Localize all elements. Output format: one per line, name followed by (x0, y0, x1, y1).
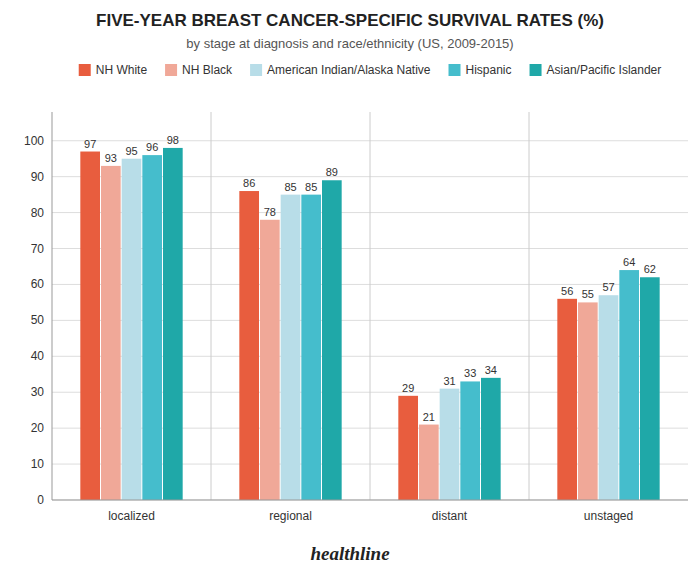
y-tick-label: 70 (31, 242, 45, 256)
data-label: 57 (602, 281, 614, 293)
data-label: 97 (84, 138, 96, 150)
bar (640, 277, 660, 500)
x-tick-label: regional (269, 509, 312, 523)
bar (260, 220, 280, 500)
bar (557, 299, 577, 500)
y-tick-label: 10 (31, 457, 45, 471)
data-label: 34 (485, 364, 497, 376)
bar (142, 155, 162, 500)
grid-line (52, 500, 688, 501)
bar (281, 195, 301, 500)
legend-swatch (250, 64, 262, 76)
y-axis-line (52, 112, 53, 500)
data-label: 56 (561, 285, 573, 297)
x-tick-label: unstaged (584, 509, 633, 523)
legend-item: American Indian/Alaska Native (250, 63, 431, 77)
bar (301, 195, 321, 500)
chart: FIVE-YEAR BREAST CANCER-SPECIFIC SURVIVA… (0, 0, 700, 574)
bar (398, 396, 418, 500)
legend-label: American Indian/Alaska Native (267, 63, 431, 77)
legend-label: Hispanic (466, 63, 512, 77)
legend-label: NH Black (182, 63, 233, 77)
legend-item: Hispanic (449, 63, 512, 77)
y-tick-label: 100 (24, 134, 44, 148)
y-tick-label: 20 (31, 421, 45, 435)
bar (239, 191, 259, 500)
data-labels: 97 86 29 56 93 78 21 55 95 85 31 57 96 85 33 64 98 89 34 62 (84, 134, 656, 423)
data-label: 96 (146, 141, 158, 153)
legend-item: Asian/Pacific Islander (530, 63, 662, 77)
legend-swatch (165, 64, 177, 76)
data-label: 89 (326, 166, 338, 178)
data-label: 29 (402, 382, 414, 394)
legend-swatch (79, 64, 91, 76)
bar (80, 152, 100, 500)
data-label: 55 (582, 288, 594, 300)
data-label: 21 (423, 411, 435, 423)
group-divider (529, 112, 530, 500)
data-label: 98 (167, 134, 179, 146)
legend-label: NH White (96, 63, 148, 77)
group-divider (211, 112, 212, 500)
bar (419, 425, 439, 500)
subtitle: by stage at diagnosis and race/ethnicity… (186, 36, 513, 51)
bar (163, 148, 183, 500)
data-label: 31 (443, 375, 455, 387)
data-label: 85 (305, 181, 317, 193)
legend-item: NH White (79, 63, 148, 77)
legend-item: NH Black (165, 63, 233, 77)
y-tick-label: 50 (31, 313, 45, 327)
watermark: healthline (310, 543, 390, 564)
x-tick-label: distant (432, 509, 468, 523)
data-label: 64 (623, 256, 635, 268)
data-label: 93 (105, 152, 117, 164)
data-label: 95 (125, 145, 137, 157)
y-tick-label: 30 (31, 385, 45, 399)
y-tick-label: 0 (37, 493, 44, 507)
bar (122, 159, 142, 500)
y-tick-label: 90 (31, 170, 45, 184)
title: FIVE-YEAR BREAST CANCER-SPECIFIC SURVIVA… (96, 11, 604, 30)
y-tick-label: 60 (31, 277, 45, 291)
bar (322, 180, 342, 500)
legend-swatch (530, 64, 542, 76)
group-divider (370, 112, 371, 500)
bar (578, 302, 598, 500)
bars (80, 148, 659, 500)
data-label: 78 (264, 206, 276, 218)
legend-swatch (449, 64, 461, 76)
data-label: 33 (464, 367, 476, 379)
data-label: 86 (243, 177, 255, 189)
bar (101, 166, 121, 500)
bar (440, 389, 460, 500)
y-tick-label: 80 (31, 206, 45, 220)
data-label: 62 (644, 263, 656, 275)
bar (481, 378, 501, 500)
bar (460, 381, 480, 500)
y-tick-label: 40 (31, 349, 45, 363)
data-label: 85 (284, 181, 296, 193)
legend: NH White NH Black American Indian/Alaska N… (79, 63, 662, 77)
bar (619, 270, 639, 500)
legend-label: Asian/Pacific Islander (547, 63, 662, 77)
x-tick-label: localized (108, 509, 155, 523)
x-axis-line (52, 500, 688, 501)
bar (599, 295, 619, 500)
